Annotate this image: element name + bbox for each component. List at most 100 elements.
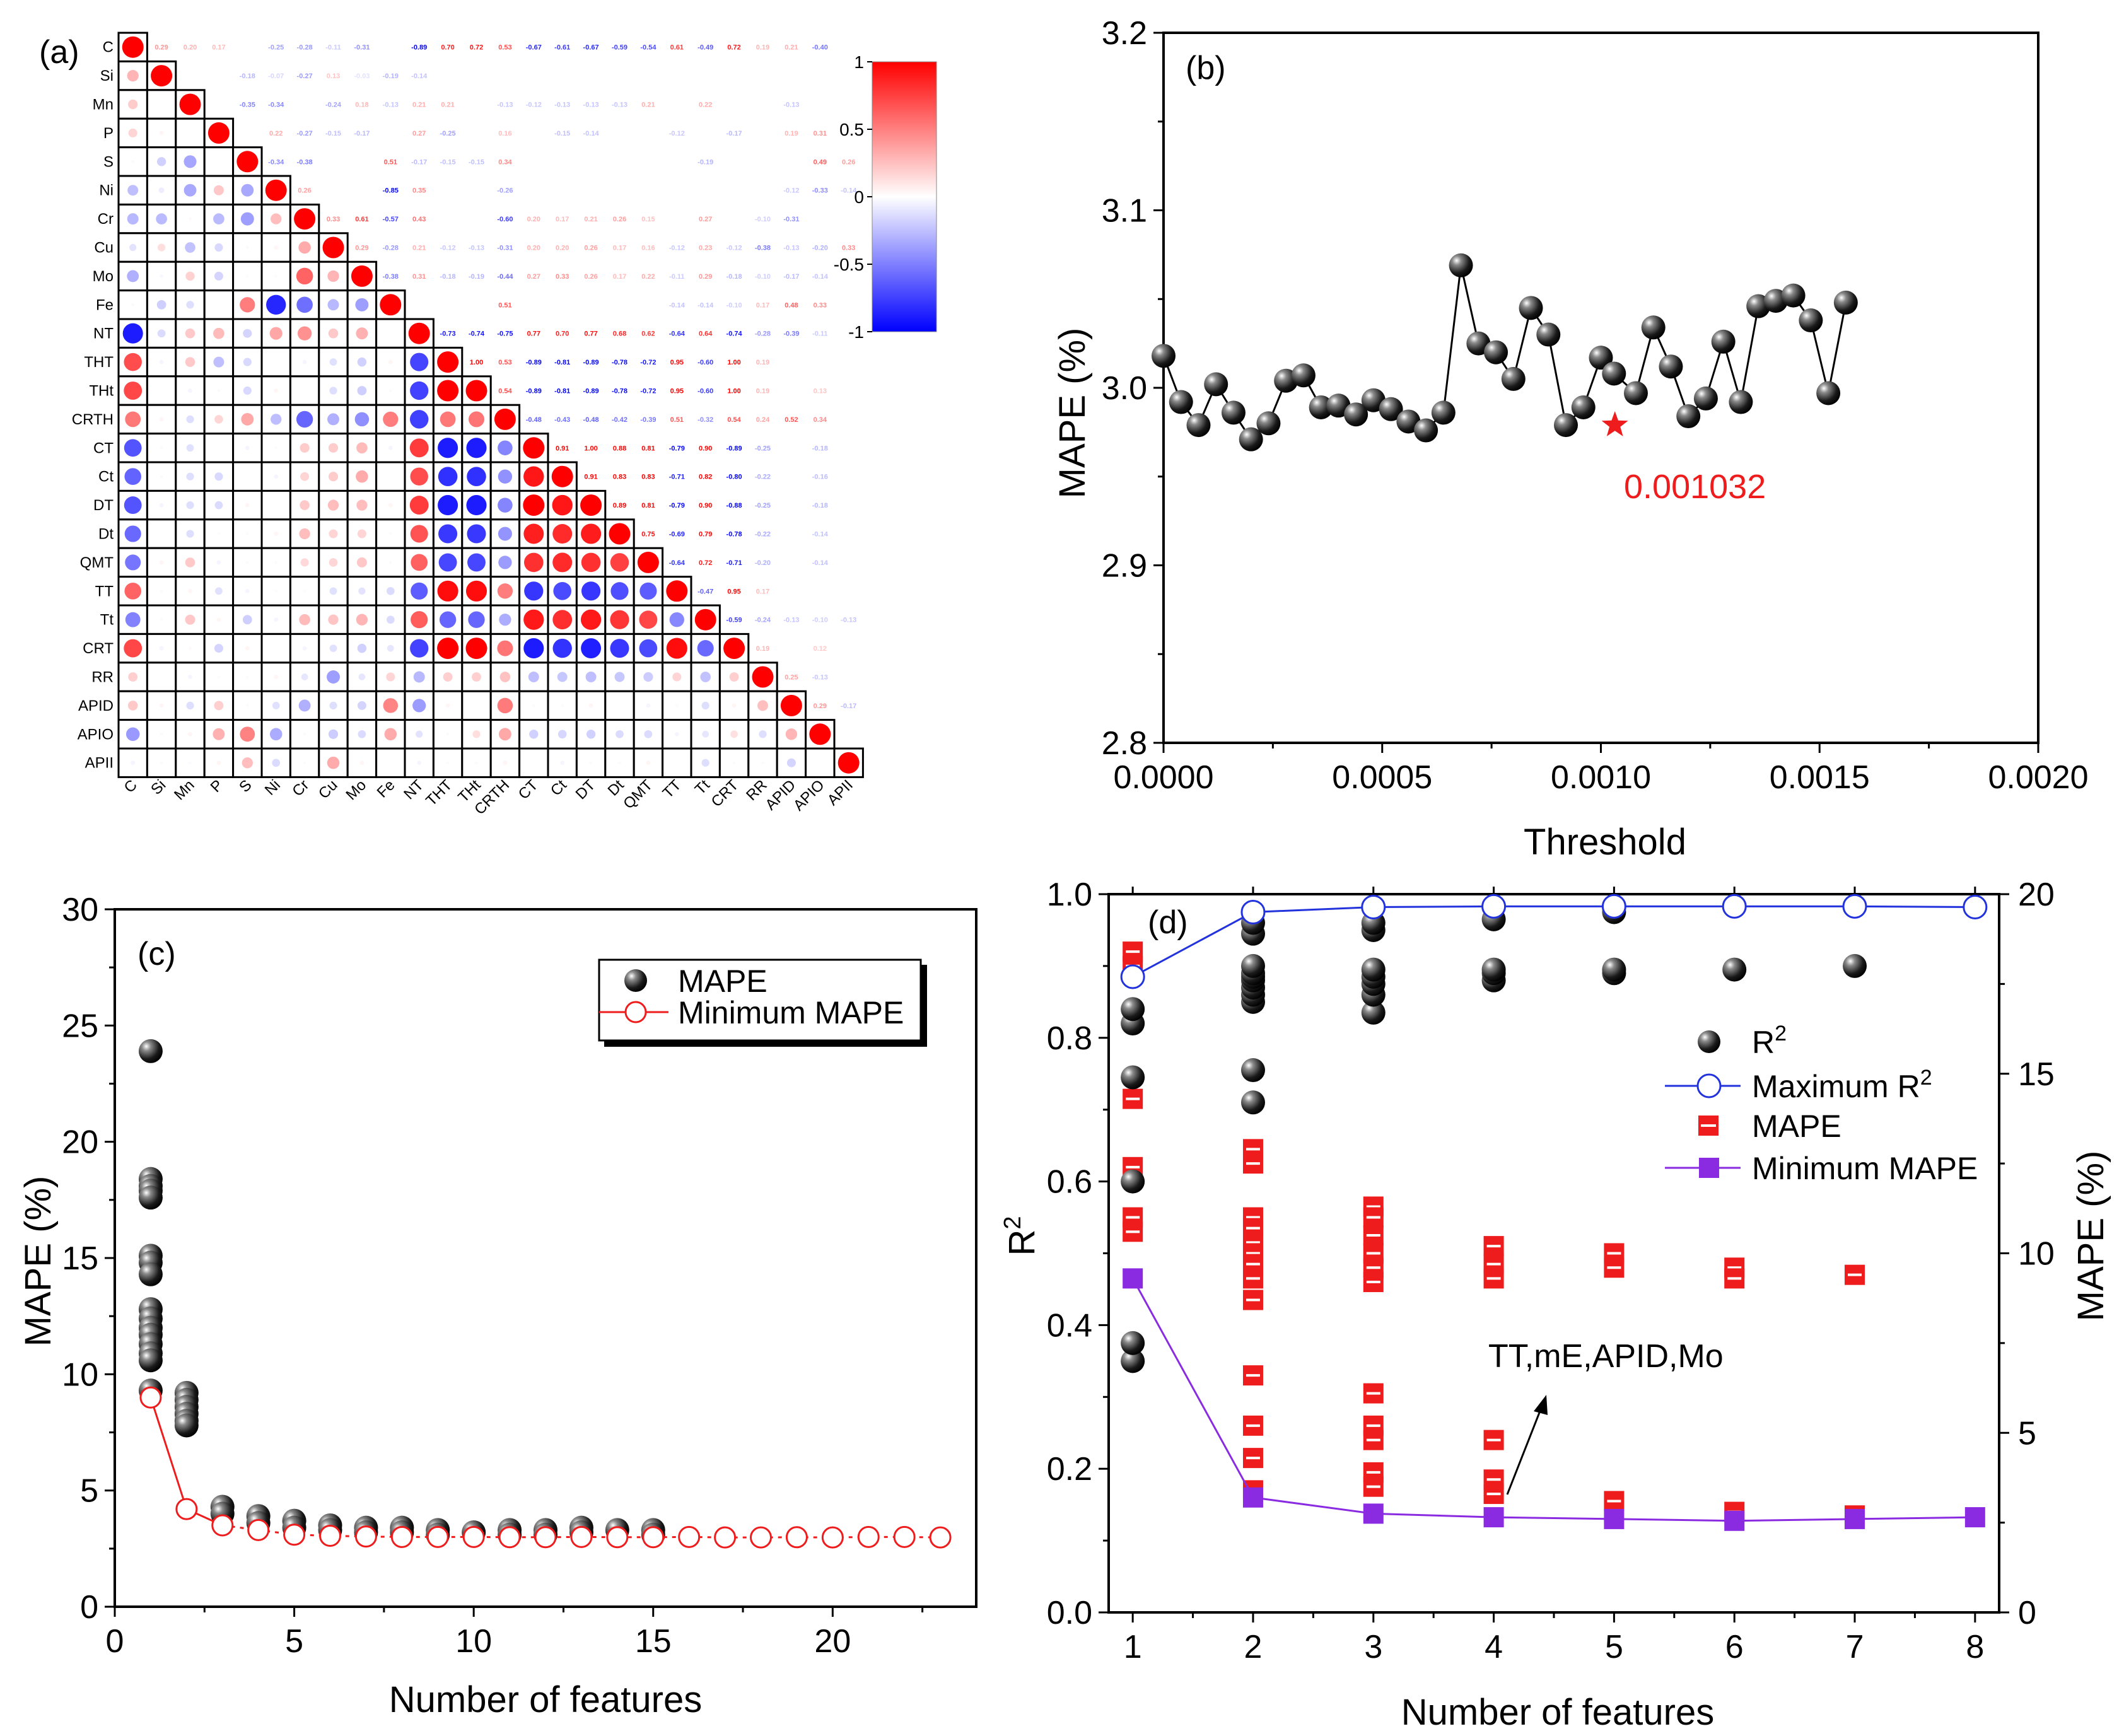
corr-circle <box>128 672 138 682</box>
r2-point <box>1361 1000 1386 1025</box>
corr-circle <box>357 529 366 539</box>
corr-value: -0.34 <box>268 102 284 109</box>
row-label-rr: RR <box>91 669 114 686</box>
min-mape-point <box>606 1526 629 1549</box>
corr-value: -0.10 <box>812 617 828 624</box>
mape-point <box>1449 253 1473 277</box>
corr-value: 0.72 <box>470 44 483 52</box>
panel-d-legend: R2 Maximum R2 MAPE Minimum MAPE <box>1665 1022 1978 1186</box>
x-tick-label: 15 <box>635 1623 672 1660</box>
corr-value: 0.34 <box>814 416 827 424</box>
corr-circle <box>188 675 192 679</box>
corr-circle <box>124 352 142 371</box>
mape-point <box>138 1348 163 1373</box>
min-mape-point <box>857 1525 880 1548</box>
row-label-s: S <box>103 153 114 170</box>
corr-circle <box>410 467 428 486</box>
corr-value: -0.03 <box>354 73 370 80</box>
corr-circle <box>217 675 221 679</box>
corr-circle <box>609 523 631 545</box>
corr-circle <box>128 99 138 110</box>
corr-circle <box>299 528 310 540</box>
corr-cell <box>260 461 291 492</box>
corr-circle <box>217 389 221 392</box>
corr-value: -0.78 <box>612 359 627 366</box>
corr-circle <box>523 494 545 516</box>
y-tick-label: 15 <box>62 1240 98 1277</box>
corr-circle <box>274 532 279 536</box>
corr-circle <box>159 131 164 136</box>
corr-circle <box>532 761 535 764</box>
corr-circle <box>185 271 195 281</box>
panel-c: 0 5 10 15 20 0 5 10 15 20 25 30 (c) Number of featu… <box>18 892 977 1720</box>
corr-circle <box>240 726 255 742</box>
corr-circle <box>329 558 338 567</box>
corr-circle <box>529 730 539 739</box>
corr-value: -0.78 <box>612 388 627 395</box>
corr-value: -0.79 <box>669 502 685 510</box>
corr-circle <box>354 412 370 427</box>
corr-value: 0.20 <box>527 245 540 252</box>
corr-circle <box>438 524 458 544</box>
corr-value: -0.57 <box>383 216 399 223</box>
corr-value: 0.29 <box>155 44 168 52</box>
corr-value: 0.51 <box>498 301 511 309</box>
corr-circle <box>274 675 279 679</box>
corr-circle <box>409 410 429 429</box>
y-right-tick-label: 15 <box>2018 1056 2055 1093</box>
min-mape-point <box>319 1525 341 1547</box>
mape-point <box>1484 340 1508 364</box>
corr-circle <box>328 729 339 739</box>
x-tick-label: 6 <box>1725 1629 1744 1665</box>
panel-c-ylabel: MAPE (%) <box>18 1176 59 1347</box>
corr-value: -0.59 <box>612 44 627 52</box>
corr-circle <box>723 638 745 660</box>
corr-circle <box>242 615 252 625</box>
corr-circle <box>217 446 221 450</box>
corr-circle <box>356 499 368 511</box>
legend-min-mape-label: Minimum MAPE <box>678 995 904 1030</box>
corr-value: -0.44 <box>497 273 513 281</box>
corr-circle <box>243 329 252 338</box>
corr-value: 0.17 <box>613 245 626 252</box>
corr-circle <box>329 358 337 366</box>
corr-value: -0.85 <box>383 187 399 195</box>
y-left-tick-label: 0.0 <box>1047 1595 1092 1631</box>
corr-value: -0.14 <box>812 559 829 567</box>
corr-value: 0.52 <box>785 416 798 424</box>
corr-circle <box>446 761 450 765</box>
r2-point <box>1121 997 1145 1022</box>
row-label-apid: APID <box>78 697 114 714</box>
corr-circle <box>523 437 545 459</box>
corr-circle <box>269 327 283 340</box>
corr-value: -0.89 <box>411 44 427 52</box>
max-r2-point <box>1361 895 1386 920</box>
corr-value: 0.72 <box>699 559 712 567</box>
corr-value: -0.48 <box>583 416 599 424</box>
corr-circle <box>298 699 311 712</box>
corr-circle <box>327 270 339 283</box>
corr-circle <box>386 672 395 682</box>
corr-circle <box>124 639 143 658</box>
corr-circle <box>214 271 223 281</box>
legend-r2-marker <box>1698 1030 1720 1053</box>
corr-circle <box>809 723 831 745</box>
corr-circle <box>785 728 798 740</box>
corr-circle <box>301 673 308 680</box>
min-mape-point <box>750 1526 772 1549</box>
r2-point <box>1121 1349 1145 1373</box>
corr-cell <box>346 632 378 664</box>
col-label-apid: APID <box>762 777 799 814</box>
r2-point <box>1602 957 1626 982</box>
panel-b-ylabel: MAPE (%) <box>1052 328 1093 499</box>
corr-circle <box>386 615 395 624</box>
corr-circle <box>356 557 367 568</box>
corr-value: -0.59 <box>726 617 742 624</box>
corr-circle <box>157 329 166 338</box>
x-tick-label: 0.0000 <box>1113 759 1213 796</box>
min-mape-point <box>678 1525 701 1548</box>
panel-b-label: (b) <box>1186 50 1226 86</box>
corr-value: 0.17 <box>212 44 225 52</box>
corr-value: 0.26 <box>298 187 311 195</box>
corr-circle <box>245 274 249 278</box>
